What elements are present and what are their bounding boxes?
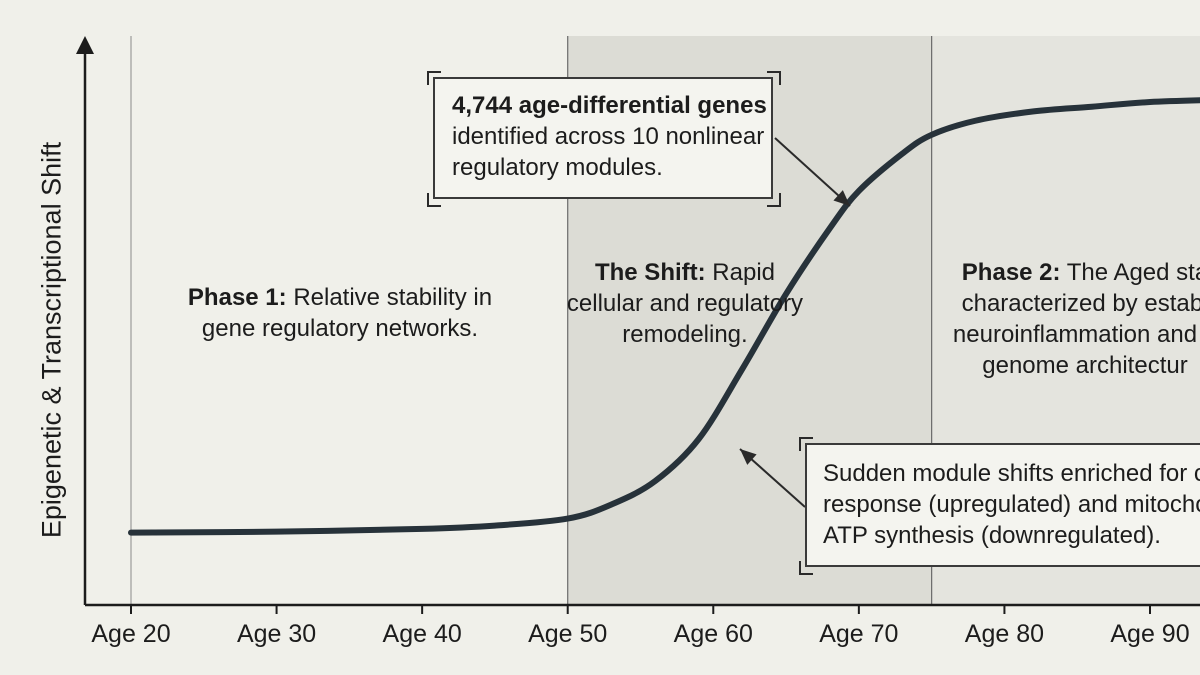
x-tick-label: Age 30 (236, 620, 317, 648)
genes-callout-line2: identified across 10 nonlinear (452, 123, 765, 150)
modules-callout-box (805, 443, 1200, 567)
phase2-text-line2: characterized by establ (961, 290, 1200, 317)
series-line-1 (128, 97, 1200, 536)
bracket-corner (427, 193, 441, 207)
phase1-text: Relative stability in (293, 284, 493, 311)
modules-callout-text: Sudden module shifts enriched for cyto r… (823, 458, 1200, 551)
x-tick-label: Age 50 (528, 620, 608, 648)
phase2-text-line3: neuroinflammation and a (952, 321, 1200, 348)
shift-title: The Shift: (594, 259, 706, 286)
modules-callout-line1: Sudden module shifts enriched for cyto (823, 460, 1200, 487)
y-axis-arrowhead (76, 36, 94, 54)
modules-callout-arrow-head (740, 449, 757, 465)
genes-callout-arrow (774, 137, 851, 207)
genes-callout-box (433, 77, 773, 199)
phase2-title: Phase 2: (961, 259, 1061, 286)
x-tick-label: Age 80 (964, 620, 1045, 648)
bracket-corner (427, 71, 441, 85)
bracket-corner (767, 71, 781, 85)
genes-callout-bold: 4,744 age-differential genes (452, 92, 767, 119)
phase2-annotation: Phase 2: The Aged sta characterized by e… (945, 257, 1200, 381)
y-axis-label: Epigenetic & Transcriptional Shift (36, 141, 67, 539)
genes-callout-text: 4,744 age-differential genes identified … (452, 90, 767, 183)
x-tick-label: Age 40 (382, 620, 462, 648)
genes-callout-arrow-head (833, 190, 850, 206)
bracket-corner (799, 437, 813, 451)
shift-text: Rapid (712, 259, 776, 286)
bracket-corner (767, 193, 781, 207)
shift-annotation: The Shift: Rapid cellular and regulatory… (560, 257, 810, 350)
phase1-text-line2: gene regulatory networks. (201, 315, 479, 342)
genes-callout-line3: regulatory modules. (452, 154, 663, 181)
x-tick-label: Age 60 (673, 620, 753, 648)
modules-callout-line2: response (upregulated) and mitochonc (823, 491, 1200, 518)
modules-callout-line3: ATP synthesis (downregulated). (823, 522, 1161, 549)
phase1-title: Phase 1: (187, 284, 287, 311)
phase2-text-line4: genome architectur (982, 352, 1188, 379)
phase2-text: The Aged sta (1066, 259, 1200, 286)
phase1-annotation: Phase 1: Relative stability in gene regu… (160, 282, 520, 344)
shift-text-line2: cellular and regulatory (566, 290, 804, 317)
x-tick-label: Age 20 (91, 620, 171, 648)
bracket-corner (799, 561, 813, 575)
x-tick-label: Age 70 (819, 620, 899, 648)
shift-text-line3: remodeling. (622, 321, 748, 348)
x-tick-label: Age 90 (1110, 620, 1190, 648)
